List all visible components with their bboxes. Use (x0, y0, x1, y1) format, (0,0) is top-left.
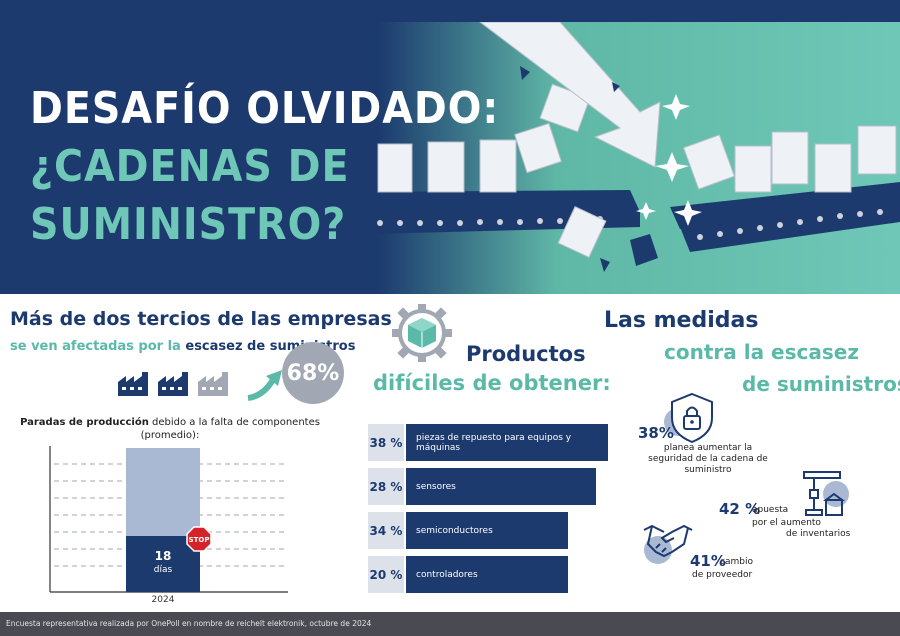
hero-title-line-1: DESAFÍO OLVIDADO: (30, 83, 500, 134)
robot-arm-icon (803, 471, 849, 516)
chart-bar-background (126, 448, 200, 536)
product-bar: semiconductores (406, 512, 568, 549)
chart-bar-value-label: 18 (154, 549, 172, 563)
measure-text-line: seguridad de la cadena de (648, 454, 768, 464)
hero-title-line-2: ¿CADENAS DE (30, 141, 350, 192)
lock-icon (664, 392, 713, 444)
measure-text-line: planea aumentar la (663, 443, 753, 453)
falling-arrow-icon (479, 22, 661, 168)
measure-text-line: suministro (684, 465, 732, 475)
chart-title: Paradas de producción debido a la falta … (20, 416, 320, 442)
hero-title-line-3: SUMINISTRO? (30, 199, 347, 250)
measure-text-line: de inventarios (786, 529, 851, 539)
chart-title-bold: Paradas de producción (20, 417, 149, 428)
right-subheadline-1: contra la escasez (664, 340, 859, 364)
factory-icons (118, 372, 228, 396)
measure-percent: 38% (638, 424, 674, 442)
hero-title: DESAFÍO OLVIDADO: ¿CADENAS DE SUMINISTRO… (30, 80, 499, 254)
product-row: 28 % sensores (368, 468, 596, 505)
middle-subheadline: difíciles de obtener: (373, 371, 611, 395)
footer: Encuesta representativa realizada por On… (0, 612, 900, 636)
chart-subtitle: (promedio): (140, 430, 200, 441)
product-percent: 34 % (368, 512, 404, 549)
measure-text-line: por el aumento (752, 518, 821, 528)
left-subheadline-prefix: se ven afectadas por la (10, 339, 186, 354)
footer-note: Encuesta representativa realizada por On… (6, 619, 372, 628)
box-gear-icon (392, 304, 452, 362)
product-percent: 38 % (368, 424, 404, 461)
factory-icon (158, 372, 188, 396)
chart-bar-unit-label: días (153, 565, 173, 575)
measure-text-line: cambio (720, 557, 753, 567)
product-label: piezas de repuesto para equipos y máquin… (416, 432, 572, 453)
conveyor-right (670, 182, 900, 252)
product-label: sensores (416, 481, 456, 492)
product-row: 20 % controladores (368, 556, 568, 593)
factory-icon (118, 372, 148, 396)
factory-icon (198, 372, 228, 396)
top-bar (0, 0, 900, 22)
right-headline: Las medidas (604, 308, 759, 333)
product-percent: 28 % (368, 468, 404, 505)
handshake-icon (643, 524, 693, 564)
product-bar: controladores (406, 556, 568, 593)
percent-68-circle: 68% (282, 342, 344, 404)
chart-x-label: 2024 (151, 595, 175, 605)
chart-gridlines (54, 463, 284, 567)
middle-headline: Productos (466, 342, 586, 366)
product-bar: piezas de repuesto para equipos y máquin… (406, 424, 608, 461)
measure-text: planea aumentar la seguridad de la caden… (648, 443, 768, 476)
product-row: 38 % piezas de repuesto para equipos y m… (368, 424, 608, 461)
hero-banner: DESAFÍO OLVIDADO: ¿CADENAS DE SUMINISTRO… (0, 22, 900, 294)
measure-text-line: apuesta (752, 505, 789, 515)
measure-percent: 42 % (719, 500, 761, 518)
chart-title-rest: debido a la falta de componentes (148, 417, 320, 428)
product-percent: 20 % (368, 556, 404, 593)
left-headline: Más de dos tercios de las empresas (10, 308, 392, 330)
stop-sign-label: STOP (189, 536, 210, 544)
stop-sign-icon: STOP (186, 526, 212, 552)
boxes (377, 83, 897, 258)
growth-arrow-icon (247, 370, 282, 401)
product-row: 34 % semiconductores (368, 512, 568, 549)
measure-text-line: de proveedor (692, 570, 753, 580)
measure-percent: 41% (690, 552, 726, 570)
product-bar: sensores (406, 468, 596, 505)
product-label: controladores (416, 569, 478, 580)
product-label: semiconductores (416, 525, 493, 536)
right-subheadline-2: de suministros: (742, 372, 900, 396)
hero-illustration (0, 22, 900, 294)
